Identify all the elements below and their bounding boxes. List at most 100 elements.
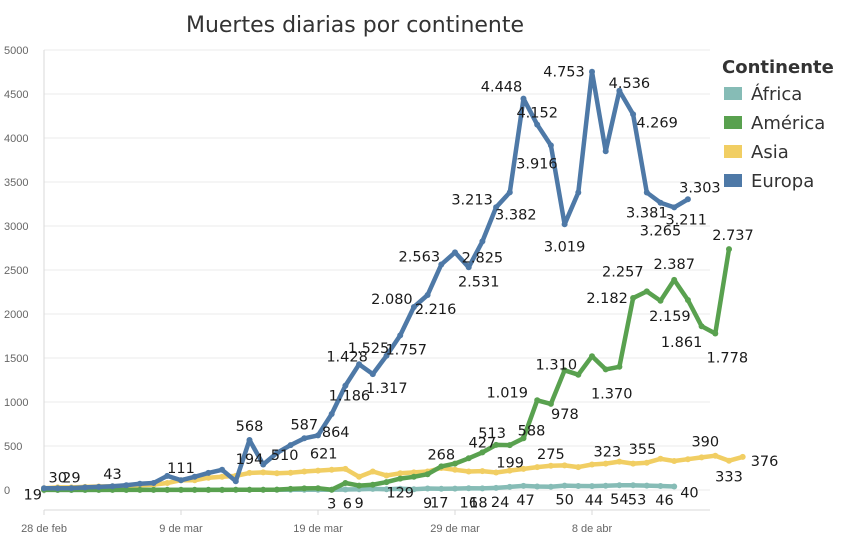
- data-point-asia[interactable]: [493, 469, 500, 476]
- data-point-europa[interactable]: [657, 199, 664, 206]
- data-point-europa[interactable]: [643, 189, 650, 196]
- data-point-europa[interactable]: [506, 189, 513, 196]
- data-point-europa[interactable]: [68, 485, 75, 492]
- data-point-europa[interactable]: [452, 249, 458, 256]
- data-point-asia[interactable]: [671, 458, 678, 464]
- data-point-europa[interactable]: [438, 261, 445, 268]
- data-point-asia[interactable]: [164, 480, 171, 486]
- data-point-amrica[interactable]: [575, 371, 582, 378]
- data-point-amrica[interactable]: [219, 486, 226, 493]
- data-point-europa[interactable]: [246, 437, 253, 443]
- data-point-europa[interactable]: [95, 483, 102, 490]
- data-point-europa[interactable]: [575, 189, 582, 196]
- data-point-amrica[interactable]: [657, 297, 664, 304]
- data-point-amrica[interactable]: [698, 323, 705, 330]
- series-line-amrica[interactable]: [41, 246, 732, 493]
- data-point-frica[interactable]: [547, 483, 554, 490]
- data-point-frica[interactable]: [493, 484, 500, 491]
- data-point-amrica[interactable]: [506, 442, 513, 449]
- data-point-europa[interactable]: [369, 371, 376, 378]
- data-point-frica[interactable]: [630, 482, 637, 489]
- data-point-amrica[interactable]: [561, 367, 568, 374]
- data-point-europa[interactable]: [273, 450, 280, 456]
- data-point-amrica[interactable]: [150, 486, 157, 493]
- data-point-amrica[interactable]: [246, 486, 253, 493]
- data-point-asia[interactable]: [287, 469, 294, 476]
- data-point-asia[interactable]: [684, 456, 691, 463]
- data-point-asia[interactable]: [410, 469, 417, 476]
- data-point-asia[interactable]: [479, 468, 486, 475]
- data-point-frica[interactable]: [534, 483, 541, 490]
- data-point-asia[interactable]: [246, 469, 253, 476]
- data-point-europa[interactable]: [424, 292, 431, 298]
- legend-item-asia[interactable]: Asia: [724, 142, 789, 163]
- data-point-asia[interactable]: [589, 461, 595, 468]
- data-point-europa[interactable]: [123, 482, 130, 489]
- data-point-frica[interactable]: [479, 485, 486, 492]
- data-point-asia[interactable]: [506, 467, 513, 474]
- data-point-asia[interactable]: [315, 467, 321, 474]
- data-point-amrica[interactable]: [342, 480, 349, 486]
- data-point-frica[interactable]: [438, 485, 445, 492]
- data-point-europa[interactable]: [287, 442, 294, 449]
- data-point-europa[interactable]: [493, 204, 500, 211]
- data-point-amrica[interactable]: [315, 485, 321, 492]
- data-point-asia[interactable]: [205, 474, 212, 481]
- data-point-frica[interactable]: [465, 485, 472, 492]
- data-point-asia[interactable]: [602, 460, 609, 467]
- data-point-europa[interactable]: [41, 485, 47, 492]
- data-point-amrica[interactable]: [356, 482, 363, 489]
- data-point-frica[interactable]: [589, 483, 595, 490]
- data-point-europa[interactable]: [82, 484, 89, 491]
- data-point-frica[interactable]: [452, 485, 458, 492]
- data-point-frica[interactable]: [561, 482, 568, 489]
- data-point-amrica[interactable]: [643, 288, 650, 295]
- data-point-frica[interactable]: [602, 482, 609, 489]
- data-point-europa[interactable]: [465, 264, 472, 271]
- data-point-europa[interactable]: [328, 411, 335, 417]
- data-point-amrica[interactable]: [465, 455, 472, 462]
- data-point-amrica[interactable]: [397, 475, 404, 482]
- data-point-europa[interactable]: [342, 382, 349, 389]
- data-point-asia[interactable]: [397, 470, 404, 477]
- series-line-europa[interactable]: [41, 69, 691, 491]
- data-point-asia[interactable]: [369, 468, 376, 475]
- data-point-asia[interactable]: [712, 452, 719, 459]
- data-point-frica[interactable]: [506, 483, 513, 490]
- data-point-europa[interactable]: [561, 221, 568, 228]
- data-point-asia[interactable]: [561, 462, 568, 469]
- data-point-europa[interactable]: [191, 473, 198, 480]
- data-point-amrica[interactable]: [410, 473, 417, 480]
- data-point-asia[interactable]: [547, 462, 554, 469]
- data-point-europa[interactable]: [150, 480, 157, 486]
- data-point-asia[interactable]: [698, 454, 705, 461]
- data-point-frica[interactable]: [342, 486, 349, 493]
- data-point-asia[interactable]: [657, 455, 664, 462]
- data-point-amrica[interactable]: [438, 463, 445, 470]
- data-point-frica[interactable]: [671, 483, 678, 490]
- data-point-amrica[interactable]: [493, 441, 500, 448]
- data-point-amrica[interactable]: [479, 449, 486, 456]
- data-point-asia[interactable]: [630, 460, 637, 467]
- data-point-amrica[interactable]: [273, 486, 280, 493]
- data-point-europa[interactable]: [178, 477, 184, 484]
- data-point-asia[interactable]: [273, 470, 280, 477]
- data-point-amrica[interactable]: [671, 276, 678, 283]
- data-point-europa[interactable]: [630, 111, 637, 118]
- data-point-europa[interactable]: [219, 466, 226, 473]
- data-point-amrica[interactable]: [520, 435, 527, 442]
- legend-item-amrica[interactable]: América: [724, 113, 825, 134]
- data-point-asia[interactable]: [383, 472, 390, 479]
- data-point-europa[interactable]: [109, 483, 116, 490]
- data-point-frica[interactable]: [424, 485, 431, 492]
- data-point-amrica[interactable]: [232, 486, 239, 493]
- data-point-frica[interactable]: [410, 486, 417, 493]
- data-point-europa[interactable]: [684, 196, 691, 203]
- data-point-amrica[interactable]: [684, 297, 691, 303]
- data-point-amrica[interactable]: [301, 485, 308, 492]
- data-point-asia[interactable]: [342, 465, 349, 472]
- data-point-amrica[interactable]: [534, 397, 541, 404]
- data-point-amrica[interactable]: [260, 486, 267, 493]
- data-point-asia[interactable]: [534, 464, 541, 471]
- series-line-asia[interactable]: [41, 453, 745, 491]
